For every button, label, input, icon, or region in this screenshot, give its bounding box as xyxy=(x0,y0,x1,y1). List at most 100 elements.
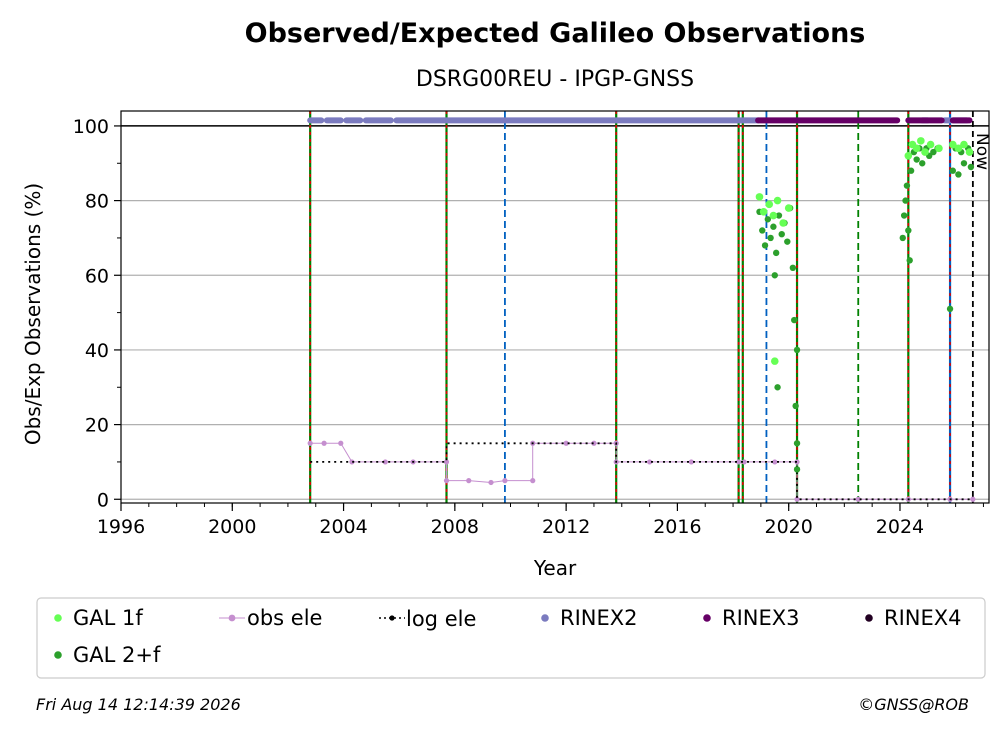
legend-item-log-ele: log ele xyxy=(379,607,476,631)
point-obs-ele xyxy=(736,459,742,465)
point-gal-2-f xyxy=(761,242,769,249)
legend-box xyxy=(36,597,986,679)
point-gal-2-f xyxy=(967,163,975,171)
point-gal-1f xyxy=(904,152,913,160)
legend-marker-log-ele xyxy=(389,615,395,621)
legend-item-gal-1f: GAL 1f xyxy=(54,606,143,630)
plot-frame xyxy=(121,111,989,503)
legend-item-obs-ele: obs ele xyxy=(219,606,322,630)
point-gal-2-f xyxy=(764,216,772,223)
point-gal-2-f xyxy=(906,257,913,264)
legend-item-rinex4: RINEX4 xyxy=(865,606,962,630)
point-obs-ele xyxy=(970,496,976,502)
x-tick-label: 2000 xyxy=(208,516,256,538)
x-tick-label: 1996 xyxy=(97,516,145,538)
point-obs-ele xyxy=(488,479,494,486)
point-gal-1f xyxy=(935,144,943,153)
point-gal-2-f xyxy=(775,212,783,219)
x-axis-label: Year xyxy=(533,556,577,580)
point-obs-ele xyxy=(688,459,694,465)
legend-marker-obs-ele xyxy=(228,614,236,622)
point-gal-2-f xyxy=(789,264,797,271)
point-gal-1f xyxy=(779,219,787,227)
point-obs-ele xyxy=(530,478,536,484)
point-obs-ele xyxy=(794,459,800,465)
point-gal-1f xyxy=(917,137,925,145)
point-gal-1f xyxy=(765,200,774,209)
point-obs-ele xyxy=(772,459,778,465)
point-gal-1f xyxy=(954,144,963,153)
point-gal-2-f xyxy=(784,238,791,245)
legend-label-rinex3: RINEX3 xyxy=(722,606,800,630)
point-gal-2-f xyxy=(772,249,780,257)
point-obs-ele xyxy=(382,459,388,465)
point-obs-ele xyxy=(443,478,450,484)
x-tick-label: 2004 xyxy=(319,516,367,538)
legend-label-log-ele: log ele xyxy=(406,607,476,631)
point-obs-ele xyxy=(591,440,597,446)
legend-item-rinex2: RINEX2 xyxy=(541,606,638,630)
point-gal-2-f xyxy=(913,156,920,163)
y-tick-label: 100 xyxy=(73,116,109,138)
point-gal-1f xyxy=(770,357,779,365)
y-tick-label: 60 xyxy=(85,265,109,287)
legend-marker-gal-2f xyxy=(54,651,62,659)
point-gal-2-f xyxy=(793,346,801,354)
y-tick-label: 0 xyxy=(97,489,109,511)
point-gal-2-f xyxy=(770,223,777,230)
point-gal-1f xyxy=(960,140,968,149)
line-log-ele xyxy=(310,442,973,501)
point-obs-ele xyxy=(855,496,861,502)
point-gal-1f xyxy=(759,208,768,216)
point-obs-ele xyxy=(563,440,569,446)
point-gal-1f xyxy=(769,211,778,220)
point-gal-1f xyxy=(912,144,921,153)
legend-marker-rinex3 xyxy=(703,614,711,622)
y-tick-label: 80 xyxy=(85,191,109,213)
point-gal-2-f xyxy=(905,227,912,234)
legend-label-obs-ele: obs ele xyxy=(247,606,322,630)
point-gal-1f xyxy=(773,196,782,205)
legend-label-gal-1f: GAL 1f xyxy=(73,606,143,630)
y-tick-label: 20 xyxy=(85,415,109,437)
point-gal-2-f xyxy=(903,182,911,189)
x-tick-label: 2024 xyxy=(876,516,924,538)
point-obs-ele xyxy=(443,459,450,465)
legend-marker-gal-1f xyxy=(54,614,62,622)
point-gal-2-f xyxy=(791,316,798,324)
legend-label-rinex4: RINEX4 xyxy=(884,606,962,630)
y-axis-label: Obs/Exp Observations (%) xyxy=(21,183,45,445)
point-gal-2-f xyxy=(792,402,799,410)
point-gal-2-f xyxy=(899,234,906,242)
legend: GAL 1f obs ele log ele RINEX2 RINEX3 RIN… xyxy=(36,597,986,679)
point-gal-2-f xyxy=(759,227,766,234)
point-gal-2-f xyxy=(930,148,937,156)
x-tick-label: 2020 xyxy=(765,516,813,538)
point-gal-2-f xyxy=(960,160,968,167)
point-gal-2-f xyxy=(949,167,957,174)
legend-marker-rinex4 xyxy=(865,614,873,622)
series-layer xyxy=(307,117,976,502)
point-gal-1f xyxy=(921,148,929,156)
point-gal-1f xyxy=(965,148,974,156)
chart-title: Observed/Expected Galileo Observations xyxy=(245,18,866,49)
point-gal-1f xyxy=(949,140,957,149)
legend-marker-rinex2 xyxy=(541,614,549,622)
legend-item-gal-2f: GAL 2+f xyxy=(54,643,161,667)
point-gal-2-f xyxy=(955,171,962,178)
point-gal-2-f xyxy=(771,272,778,279)
point-gal-1f xyxy=(784,204,793,212)
point-obs-ele xyxy=(466,478,472,484)
x-tick-label: 2008 xyxy=(431,516,479,538)
now-label: Now xyxy=(972,133,992,170)
point-gal-2-f xyxy=(902,197,909,204)
point-obs-ele xyxy=(338,440,344,446)
plot-border xyxy=(120,110,990,504)
chart-subtitle: DSRG00REU - IPGP-GNSS xyxy=(416,67,694,92)
point-obs-ele xyxy=(741,459,747,465)
point-obs-ele xyxy=(646,459,653,465)
grid-layer xyxy=(121,125,989,500)
x-tick-label: 2016 xyxy=(653,516,701,538)
legend-item-rinex3: RINEX3 xyxy=(703,606,800,630)
